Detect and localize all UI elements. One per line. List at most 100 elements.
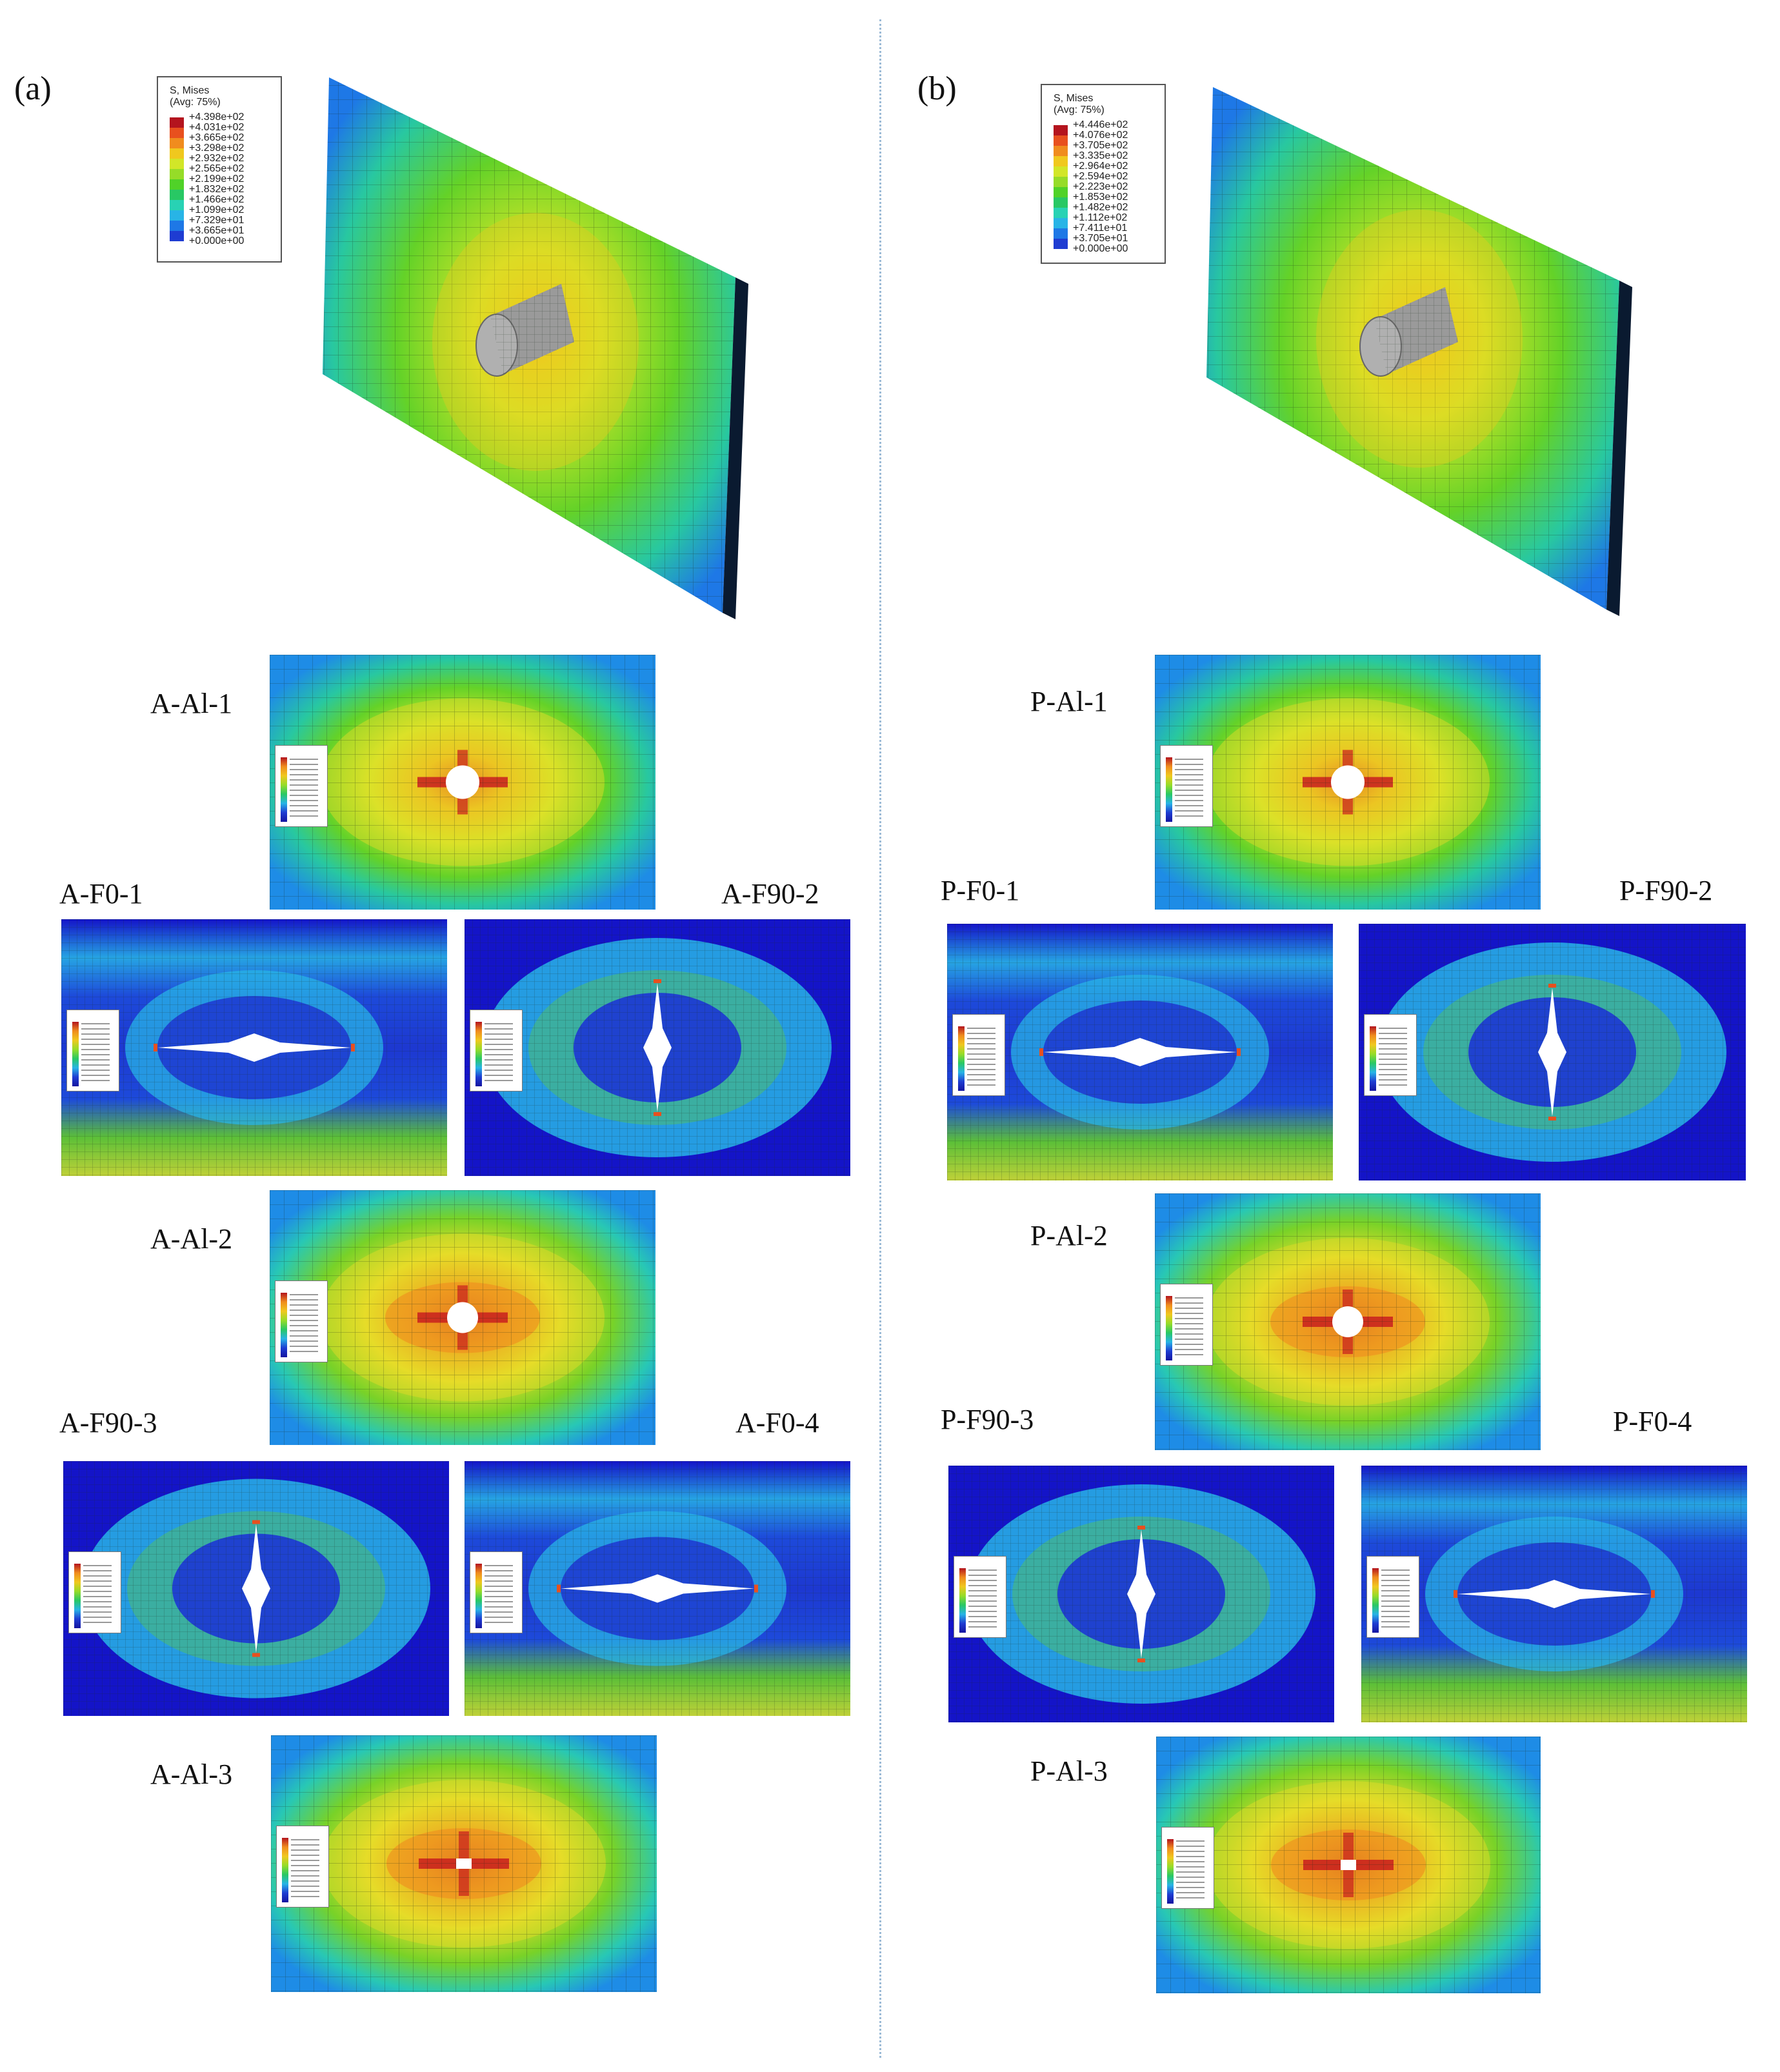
legend-value: +4.031e+02	[189, 122, 245, 133]
mini-legend	[1160, 1284, 1213, 1366]
mini-legend-tick	[1175, 774, 1203, 775]
mini-legend-tick	[485, 1064, 513, 1066]
legend-swatch	[1054, 239, 1068, 249]
mini-legend-tick	[81, 1080, 110, 1081]
mini-legend-tick	[485, 1591, 513, 1592]
label-a-f0-1: A-F0-1	[59, 878, 143, 910]
mini-legend-tick	[1379, 1033, 1407, 1034]
mini-legend-tick	[1176, 1866, 1205, 1868]
legend-swatch	[1054, 208, 1068, 218]
mini-legend-tick	[81, 1028, 110, 1030]
contour-plot	[465, 1461, 850, 1716]
mini-legend-tick	[1175, 815, 1203, 817]
mini-legend-tick	[81, 1049, 110, 1050]
legend-value: +4.446e+02	[1073, 119, 1128, 130]
mini-legend-tick	[1175, 1302, 1203, 1304]
mini-legend-tick	[1379, 1074, 1407, 1075]
contour-plot	[61, 919, 447, 1176]
legend-value: +4.076e+02	[1073, 130, 1128, 141]
mini-legend-tick	[485, 1039, 513, 1040]
mini-legend-tick	[290, 800, 318, 801]
legend-swatch	[170, 138, 184, 148]
mini-legend-tick	[967, 1084, 995, 1086]
mini-legend-tick	[1175, 1333, 1203, 1335]
mini-legend-tick	[1176, 1897, 1205, 1898]
label-a-al-3: A-Al-3	[150, 1758, 233, 1790]
mini-legend-tick	[291, 1849, 319, 1851]
mini-legend-tick	[290, 1335, 318, 1337]
mini-legend-tick	[290, 810, 318, 812]
mini-legend-tick	[485, 1586, 513, 1587]
mini-legend-tick	[1175, 784, 1203, 786]
mini-legend-tick	[1381, 1600, 1410, 1602]
legend-swatch	[170, 128, 184, 138]
legend-value: +3.665e+02	[189, 132, 245, 143]
mini-legend-tick	[1381, 1585, 1410, 1586]
label-p-al-1: P-Al-1	[1030, 686, 1108, 717]
legend-swatch	[170, 169, 184, 179]
mini-legend-tick	[485, 1059, 513, 1061]
mini-legend-tick	[1175, 779, 1203, 781]
legend-swatch	[1054, 135, 1068, 146]
mini-legend-tick	[1381, 1575, 1410, 1576]
mini-legend-tick	[291, 1865, 319, 1866]
mini-legend-tick	[1175, 1313, 1203, 1314]
mini-legend-tick	[1176, 1856, 1205, 1857]
legend-b-subtitle: (Avg: 75%)	[1054, 105, 1105, 115]
mini-legend-tick	[1175, 1344, 1203, 1345]
mini-legend-tick	[83, 1565, 112, 1566]
mini-legend-tick	[967, 1079, 995, 1081]
mini-legend-tick	[967, 1069, 995, 1070]
contour-plot	[63, 1461, 449, 1716]
mini-legend-tick	[290, 1351, 318, 1352]
mini-legend-tick	[485, 1601, 513, 1602]
mini-legend-tick	[968, 1626, 997, 1628]
mini-legend-tick	[291, 1839, 319, 1840]
legend-a-subtitle: (Avg: 75%)	[170, 97, 221, 108]
legend-swatch	[1054, 228, 1068, 239]
mini-legend-tick	[968, 1600, 997, 1602]
legend-swatch	[170, 159, 184, 169]
mini-legend-tick	[967, 1064, 995, 1065]
mini-legend-tick	[968, 1595, 997, 1597]
mini-legend	[954, 1556, 1006, 1638]
panel-label-b: (b)	[917, 70, 957, 107]
legend-swatch	[1054, 177, 1068, 187]
legend-swatch	[170, 148, 184, 159]
mini-legend-bar	[475, 1022, 482, 1086]
mini-legend-tick	[1176, 1892, 1205, 1893]
legend-value: +1.112e+02	[1073, 212, 1128, 223]
label-p-al-3: P-Al-3	[1030, 1755, 1108, 1787]
label-p-f90-3: P-F90-3	[941, 1404, 1034, 1435]
mini-legend-tick	[291, 1891, 319, 1892]
legend-a: S, Mises (Avg: 75%) +4.398e+02 +4.031e+02…	[157, 76, 282, 263]
mini-legend-tick	[1175, 1339, 1203, 1340]
mini-legend-tick	[485, 1044, 513, 1045]
mini-legend-tick	[485, 1575, 513, 1577]
mini-legend-tick	[485, 1596, 513, 1597]
legend-value: +1.099e+02	[189, 204, 245, 215]
contour-plot	[1155, 1193, 1541, 1450]
mini-legend-tick	[83, 1596, 112, 1597]
mini-legend-tick	[968, 1580, 997, 1581]
mini-legend-tick	[968, 1585, 997, 1586]
mini-legend-tick	[81, 1070, 110, 1071]
contour-plot	[271, 1735, 657, 1992]
legend-swatch	[170, 117, 184, 128]
mini-legend-tick	[290, 1310, 318, 1311]
legend-value: +2.594e+02	[1073, 171, 1128, 182]
mini-legend-tick	[291, 1844, 319, 1846]
mini-legend-tick	[1175, 795, 1203, 796]
mini-legend-bar	[72, 1022, 79, 1086]
label-a-f90-3: A-F90-3	[59, 1407, 157, 1439]
mini-legend-tick	[967, 1038, 995, 1039]
mini-legend	[1161, 1827, 1214, 1909]
label-a-al-1: A-Al-1	[150, 688, 233, 719]
mini-legend	[952, 1014, 1005, 1096]
mini-legend-tick	[1175, 1323, 1203, 1324]
mini-legend-tick	[967, 1043, 995, 1044]
mini-legend-tick	[83, 1601, 112, 1602]
mini-legend-tick	[290, 774, 318, 775]
mini-legend-tick	[83, 1580, 112, 1582]
mini-legend	[68, 1551, 121, 1633]
